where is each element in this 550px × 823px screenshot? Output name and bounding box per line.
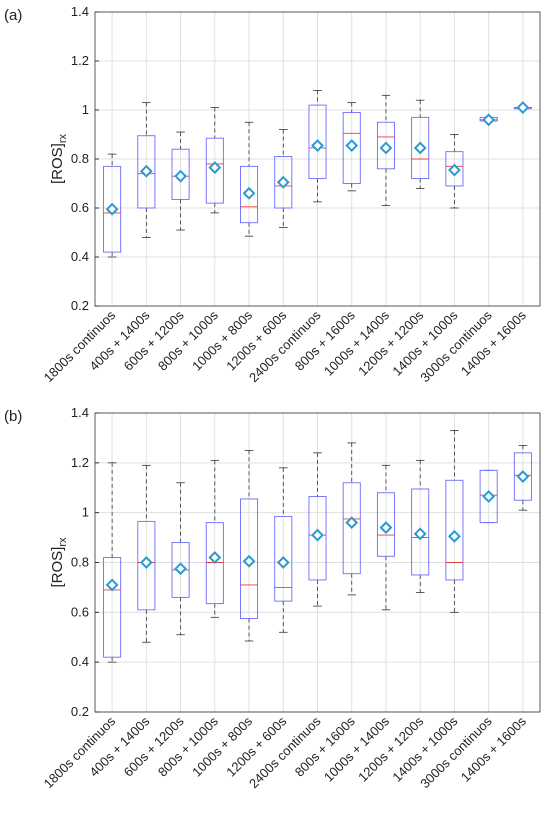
mean-marker [345,516,359,530]
box [342,482,361,575]
mean-marker [105,202,119,216]
mean-marker [448,529,461,543]
mean-marker [379,521,393,535]
mean-marker [379,141,393,155]
axes-frame [94,412,541,713]
box [205,137,224,204]
box [274,156,293,209]
y-axis-label: [ROS]rx [49,134,69,185]
box [240,165,259,224]
y-tick-label: 0.8 [71,555,89,570]
box [308,496,327,581]
y-tick-label: 1 [82,505,89,520]
box [103,165,122,253]
box [171,148,190,200]
y-label-text: [ROS] [49,143,66,184]
mean-marker [482,113,496,127]
mean-marker [413,141,427,155]
y-tick-label: 0.6 [71,200,89,215]
box [240,498,259,620]
box [137,520,156,611]
box [308,104,327,180]
box [205,522,224,605]
y-tick-label: 1.4 [71,405,89,420]
y-axis-label: [ROS]rx [49,537,69,588]
y-label-subscript: rx [57,134,69,144]
box [137,135,156,209]
y-tick-label: 0.8 [71,151,89,166]
mean-marker [345,139,359,152]
box [513,452,532,501]
box [445,151,464,187]
box [445,479,464,581]
mean-marker [448,163,461,177]
mean-marker [208,551,222,564]
y-tick-label: 1.4 [71,4,89,19]
y-label-subscript: rx [57,537,69,547]
y-tick-label: 0.4 [71,654,89,669]
mean-marker [174,169,187,183]
panel-label: (a) [4,7,22,24]
y-tick-label: 1.2 [71,455,89,470]
y-tick-label: 1.2 [71,53,89,68]
y-tick-label: 0.6 [71,604,89,619]
mean-marker [174,562,187,576]
box [342,111,361,184]
mean-marker [139,164,153,178]
mean-marker [276,175,290,189]
box [411,116,430,180]
y-label-text: [ROS] [49,547,66,588]
box [479,469,498,524]
box [376,121,395,170]
mean-marker [516,101,530,114]
mean-marker [105,578,119,592]
mean-marker [413,527,427,541]
mean-marker [242,554,256,568]
box [411,488,430,576]
mean-marker [276,556,290,569]
mean-marker [311,139,324,152]
box [274,515,293,602]
mean-marker [242,186,256,200]
y-tick-label: 0.4 [71,249,89,264]
mean-marker [311,528,324,542]
mean-marker [139,556,153,569]
y-tick-label: 1 [82,102,89,117]
y-tick-label: 0.2 [71,704,89,719]
mean-marker [208,161,222,174]
axes-frame [94,11,541,307]
mean-marker [482,490,496,503]
box [376,492,395,557]
panel-label: (b) [4,408,22,425]
y-tick-label: 0.2 [71,298,89,313]
mean-marker [516,470,530,483]
box [103,557,122,658]
